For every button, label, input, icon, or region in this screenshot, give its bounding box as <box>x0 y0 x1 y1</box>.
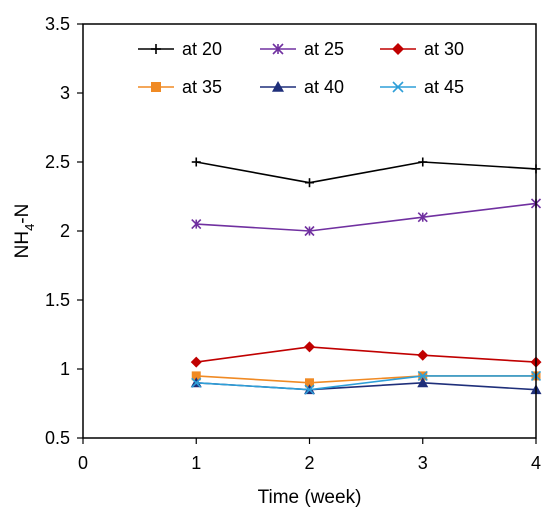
legend: at 20 at 25 at 30 at 35 at 40 at 45 <box>138 39 464 97</box>
series-5-point-1-d2 <box>304 384 315 395</box>
legend-item-3: at 35 <box>138 77 222 97</box>
series-1-point-2 <box>417 212 428 223</box>
series-3-point-0 <box>191 371 201 381</box>
series-5-point-1 <box>304 384 315 395</box>
series-line-0 <box>196 161 537 184</box>
plot-layer <box>190 157 542 395</box>
series-5-point-2 <box>417 370 428 381</box>
legend-marker-3 <box>151 82 161 92</box>
tick-layer: 0 1 2 3 4 0.5 1 1.5 2 2.5 3 3.5 <box>45 14 541 473</box>
legend-marker-4 <box>272 81 284 92</box>
legend-marker-2 <box>392 43 404 55</box>
series-2-point-1 <box>304 341 315 353</box>
x-tick-label-2: 2 <box>304 453 314 473</box>
y-tick-label-2: 1.5 <box>45 290 70 310</box>
x-tick-label-4: 4 <box>531 453 541 473</box>
x-tick-label-3: 3 <box>418 453 428 473</box>
y-axis-title: NH4-N <box>12 204 37 259</box>
series-2-point-0 <box>190 356 202 368</box>
series-5-point-2-d2 <box>417 370 428 381</box>
y-tick-label-3: 2 <box>60 221 70 241</box>
series-0-point-0 <box>191 157 201 167</box>
y-tick-label-1: 1 <box>60 359 70 379</box>
legend-label-0: at 20 <box>182 39 222 59</box>
y-axis-title-main: NH <box>12 231 33 258</box>
series-0-point-1 <box>305 178 314 188</box>
series-3-point-1 <box>305 378 314 388</box>
series-line-5 <box>196 375 536 391</box>
y-tick-label-4: 2.5 <box>45 152 70 172</box>
series-5-point-0-d2 <box>191 377 202 388</box>
legend-label-1: at 25 <box>304 39 344 59</box>
y-axis-title-subscript: 4 <box>22 224 37 231</box>
legend-label-3: at 35 <box>182 77 222 97</box>
legend-marker-1 <box>272 43 284 55</box>
series-5-point-0 <box>191 377 202 388</box>
series-1-point-0 <box>191 219 202 230</box>
series-2-point-1-shape <box>304 341 315 353</box>
legend-marker-5 <box>392 81 404 93</box>
series-2-point-2-shape <box>417 349 429 361</box>
legend-label-5: at 45 <box>424 77 464 97</box>
series-4-point-2-shape <box>417 377 429 388</box>
legend-item-1: at 25 <box>260 39 344 59</box>
y-axis-title-rest: -N <box>12 204 33 224</box>
legend-marker-3-shape <box>151 82 161 92</box>
series-2-point-0-shape <box>190 356 202 368</box>
x-axis-title: Time (week) <box>258 487 362 508</box>
series-1-point-1 <box>304 225 315 237</box>
legend-label-4: at 40 <box>304 77 344 97</box>
legend-item-0: at 20 <box>138 39 222 59</box>
y-tick-label-6: 3.5 <box>45 14 70 34</box>
x-tick-label-0: 0 <box>78 453 88 473</box>
series-line-2 <box>196 346 537 363</box>
legend-marker-2-shape <box>392 43 404 55</box>
series-2-point-2 <box>417 349 429 361</box>
series-line-1 <box>196 202 537 232</box>
y-tick-label-0: 0.5 <box>45 428 70 448</box>
legend-marker-0 <box>151 44 161 54</box>
legend-marker-4-shape <box>272 81 284 92</box>
series-0-point-2 <box>418 157 428 167</box>
legend-item-5: at 45 <box>380 77 464 97</box>
legend-item-4: at 40 <box>260 77 344 97</box>
legend-marker-5-d2 <box>392 81 404 93</box>
legend-label-2: at 30 <box>424 39 464 59</box>
series-3-point-1-shape <box>305 378 314 388</box>
series-4-point-2 <box>417 377 429 388</box>
legend-item-2: at 30 <box>380 39 464 59</box>
x-tick-label-1: 1 <box>191 453 201 473</box>
series-3-point-0-shape <box>191 371 201 381</box>
y-tick-label-5: 3 <box>60 83 70 103</box>
